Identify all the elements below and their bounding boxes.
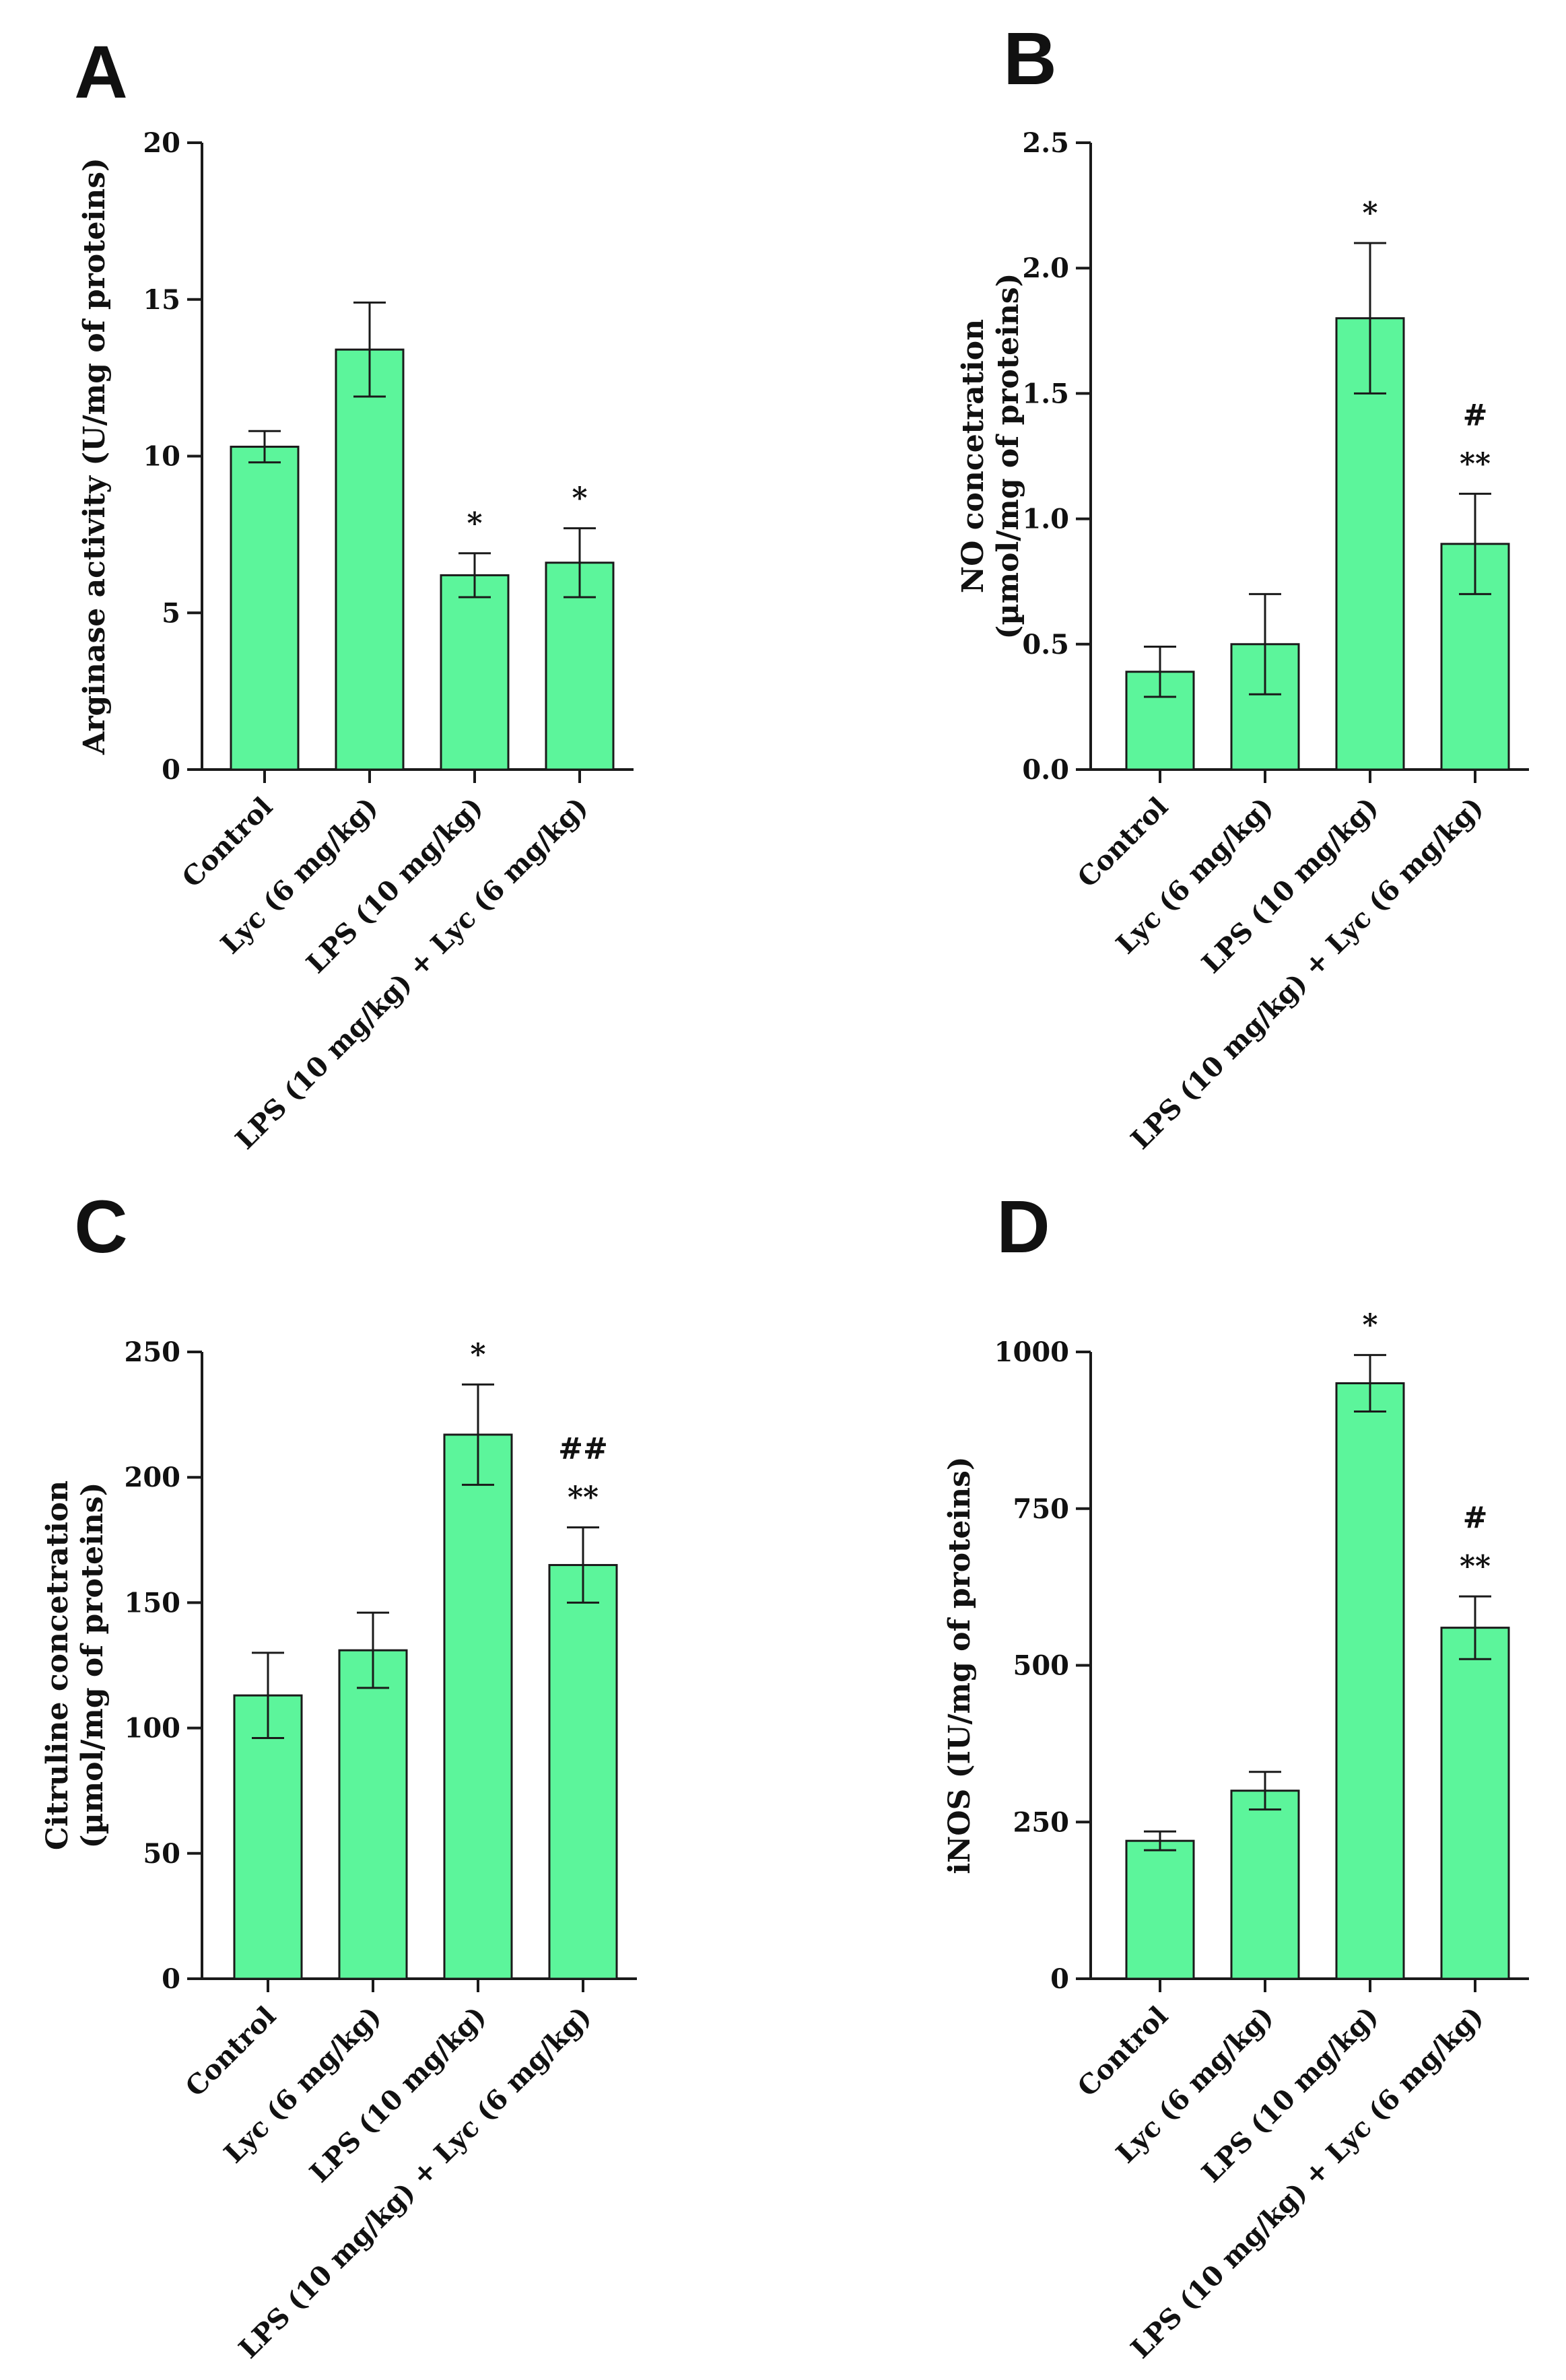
y-tick-label: 750	[1013, 1493, 1070, 1525]
y-axis-title: iNOS (IU/mg of proteins)	[943, 1456, 977, 1874]
y-axis-title: (µmol/mg of proteins)	[75, 1483, 110, 1849]
y-tick-label: 1.0	[1022, 504, 1069, 535]
significance-marker: *	[1362, 196, 1377, 230]
y-axis-title: Citruline concetration	[40, 1481, 75, 1850]
significance-marker: *	[1362, 1308, 1377, 1342]
y-tick-label: 15	[143, 284, 180, 316]
y-tick-label: 1.5	[1022, 378, 1069, 409]
x-category-label: LPS (10 mg/kg)	[304, 2000, 492, 2189]
bar	[233, 1694, 303, 1980]
y-axis-title: (µmol/mg of proteins)	[991, 273, 1025, 640]
x-category-label: LPS (10 mg/kg)	[300, 791, 489, 980]
y-tick-label: 50	[143, 1838, 180, 1870]
x-category-label: LPS (10 mg/kg)	[1196, 2000, 1384, 2189]
y-tick-label: 150	[125, 1587, 181, 1619]
x-category-label: LPS (10 mg/kg)	[1196, 791, 1384, 980]
y-tick-label: 0.5	[1022, 629, 1069, 660]
x-category-label: Control	[1071, 2000, 1174, 2103]
y-tick-label: 20	[143, 127, 180, 159]
bar	[443, 1433, 513, 1980]
significance-marker: *	[467, 506, 482, 541]
bar	[1440, 543, 1510, 771]
y-axis-title: Arginase activity (U/mg of proteins)	[77, 158, 112, 755]
y-tick-label: 2.0	[1022, 252, 1069, 284]
panel-letter: A	[74, 31, 127, 114]
x-category-label: Control	[179, 2000, 282, 2103]
y-tick-label: 0	[162, 1963, 180, 1995]
bar	[338, 1649, 408, 1980]
y-tick-label: 5	[162, 597, 180, 629]
bar	[1335, 1382, 1405, 1980]
y-tick-label: 500	[1013, 1650, 1070, 1682]
y-tick-label: 0	[1050, 1963, 1069, 1995]
significance-marker: ##	[558, 1432, 608, 1466]
y-axis-title: NO concetration	[956, 319, 990, 593]
bar	[1125, 1839, 1195, 1980]
significance-marker: #	[1463, 398, 1488, 432]
y-tick-label: 250	[125, 1336, 181, 1368]
panel-letter: C	[74, 1186, 127, 1268]
significance-marker: **	[1460, 1549, 1491, 1584]
bar	[548, 1564, 618, 1980]
y-tick-label: 250	[1013, 1806, 1070, 1838]
y-tick-label: 10	[143, 441, 180, 473]
y-tick-label: 2.5	[1022, 127, 1069, 159]
significance-marker: #	[1463, 1501, 1488, 1535]
panel-letter: D	[996, 1186, 1050, 1268]
significance-marker: *	[470, 1337, 485, 1371]
significance-marker: **	[1460, 446, 1491, 481]
panel-letter: B	[1003, 18, 1056, 100]
y-tick-label: 200	[125, 1462, 181, 1493]
x-category-label: Control	[1071, 791, 1174, 894]
y-tick-label: 100	[125, 1713, 181, 1744]
bar	[440, 574, 510, 771]
bar	[230, 446, 300, 771]
y-tick-label: 0	[162, 754, 180, 786]
bar	[1440, 1627, 1510, 1980]
significance-marker: **	[568, 1481, 599, 1515]
y-tick-label: 0.0	[1022, 754, 1069, 786]
bar	[335, 348, 405, 771]
bar	[1230, 1790, 1300, 1980]
x-category-label: Control	[176, 791, 279, 894]
significance-marker: *	[572, 481, 587, 516]
y-tick-label: 1000	[994, 1336, 1069, 1368]
